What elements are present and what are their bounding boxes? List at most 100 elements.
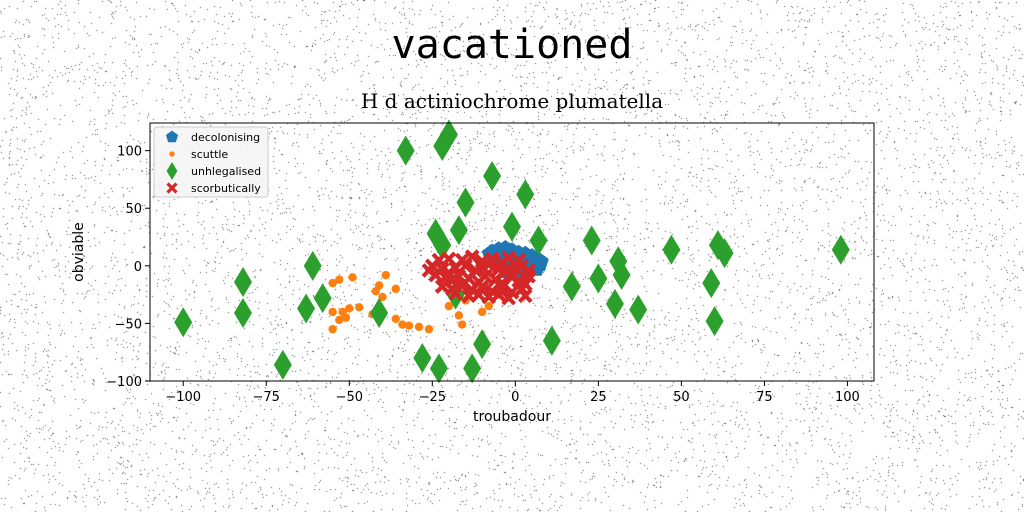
series-unhlegalised xyxy=(174,119,850,384)
point-scuttle-21 xyxy=(444,301,454,311)
series-scuttle xyxy=(328,270,503,334)
point-unhlegalised-17 xyxy=(463,353,482,384)
point-scuttle-18 xyxy=(404,321,414,330)
point-scorbutically-33 xyxy=(501,250,517,266)
point-scuttle-27 xyxy=(484,301,493,311)
point-scorbutically-25 xyxy=(421,263,437,278)
point-unhlegalised-2 xyxy=(233,298,252,329)
y-tick-label-2: 0 xyxy=(134,260,142,275)
point-scuttle-2 xyxy=(348,273,357,282)
point-scorbutically-47 xyxy=(481,289,497,305)
legend-box xyxy=(153,126,269,198)
point-unhlegalised-19 xyxy=(483,160,502,191)
point-unhlegalised-35 xyxy=(715,238,734,269)
point-unhlegalised-21 xyxy=(516,179,535,210)
point-unhlegalised-36 xyxy=(831,234,850,265)
figure-suptitle: vacationed xyxy=(391,22,633,68)
point-unhlegalised-12 xyxy=(439,119,458,150)
point-unhlegalised-6 xyxy=(313,283,332,314)
legend-label-scorbutically: scorbutically xyxy=(191,182,261,195)
x-tick-label-6: 50 xyxy=(673,390,690,405)
legend-marker-decolonising xyxy=(165,130,179,143)
point-scuttle-22 xyxy=(454,311,464,320)
x-tick-label-5: 25 xyxy=(590,390,607,405)
point-unhlegalised-20 xyxy=(503,211,521,242)
point-unhlegalised-8 xyxy=(396,135,415,166)
legend-marker-scorbutically xyxy=(166,182,178,194)
point-scuttle-7 xyxy=(378,292,387,302)
point-unhlegalised-25 xyxy=(582,225,601,256)
chart-title: H d actiniochrome plumatella xyxy=(360,89,664,113)
x-tick-label-7: 75 xyxy=(756,390,773,405)
point-unhlegalised-28 xyxy=(612,260,631,291)
point-scorbutically-50 xyxy=(517,288,533,304)
point-unhlegalised-16 xyxy=(456,187,475,218)
point-unhlegalised-7 xyxy=(370,298,389,329)
y-tick-label-4: 100 xyxy=(117,145,142,160)
point-unhlegalised-18 xyxy=(473,329,492,360)
point-scuttle-14 xyxy=(345,304,354,313)
point-scorbutically-27 xyxy=(441,251,457,267)
point-scuttle-11 xyxy=(341,313,351,322)
point-scorbutically-29 xyxy=(464,249,480,264)
point-unhlegalised-0 xyxy=(174,307,193,338)
point-scorbutically-28 xyxy=(454,252,470,268)
point-scorbutically-51 xyxy=(521,268,536,284)
x-axis-ticks: −100 −75 −50 −25 0 25 50 75 100 xyxy=(165,381,860,405)
point-unhlegalised-31 xyxy=(662,234,681,265)
legend-label-scuttle: scuttle xyxy=(191,148,228,161)
point-unhlegalised-33 xyxy=(705,306,724,337)
point-scuttle-0 xyxy=(335,275,344,284)
point-scuttle-10 xyxy=(328,307,337,317)
point-unhlegalised-26 xyxy=(589,263,608,294)
point-unhlegalised-23 xyxy=(542,325,561,356)
point-scuttle-13 xyxy=(328,324,337,334)
point-scuttle-1 xyxy=(328,278,337,288)
point-unhlegalised-14 xyxy=(433,230,452,261)
point-unhlegalised-10 xyxy=(429,353,448,384)
point-scorbutically-19 xyxy=(478,268,493,284)
y-tick-label-0: −100 xyxy=(106,375,142,390)
point-scorbutically-30 xyxy=(474,253,490,269)
data-points xyxy=(174,119,850,384)
x-tick-label-2: −50 xyxy=(336,390,363,405)
legend-marker-unhlegalised xyxy=(166,162,178,180)
point-scorbutically-34 xyxy=(511,252,526,268)
series-scorbutically xyxy=(421,249,536,306)
point-scorbutically-49 xyxy=(501,290,517,306)
point-scuttle-17 xyxy=(398,320,407,329)
legend-label-decolonising: decolonising xyxy=(191,131,260,144)
point-scorbutically-35 xyxy=(434,279,450,294)
point-scorbutically-16 xyxy=(451,268,467,284)
point-scuttle-20 xyxy=(424,324,434,334)
y-tick-label-3: 50 xyxy=(125,202,142,217)
point-unhlegalised-4 xyxy=(303,250,322,281)
axes-frame xyxy=(149,122,875,382)
point-unhlegalised-15 xyxy=(449,215,468,246)
point-scuttle-6 xyxy=(371,286,381,296)
legend-label-unhlegalised: unhlegalised xyxy=(191,165,261,178)
point-scuttle-16 xyxy=(391,314,400,324)
x-axis-label: troubadour xyxy=(473,409,551,425)
point-unhlegalised-30 xyxy=(629,294,648,325)
point-unhlegalised-5 xyxy=(297,293,316,324)
point-scorbutically-48 xyxy=(491,287,507,302)
point-scorbutically-44 xyxy=(448,286,463,301)
x-tick-label-8: 100 xyxy=(835,390,860,405)
point-unhlegalised-9 xyxy=(413,342,432,373)
point-unhlegalised-32 xyxy=(702,268,721,299)
point-scuttle-12 xyxy=(335,315,344,325)
point-scuttle-4 xyxy=(381,270,390,280)
legend-marker-scuttle xyxy=(169,151,175,157)
legend: decolonising scuttle unhlegalised scorbutic… xyxy=(153,126,269,198)
y-tick-label-1: −50 xyxy=(115,317,142,332)
point-scorbutically-46 xyxy=(471,287,487,302)
point-unhlegalised-22 xyxy=(529,225,548,256)
point-scuttle-25 xyxy=(477,307,487,317)
point-unhlegalised-1 xyxy=(233,266,252,297)
point-unhlegalised-29 xyxy=(605,288,624,319)
x-tick-label-4: 0 xyxy=(511,390,519,405)
point-scuttle-19 xyxy=(414,322,424,332)
point-unhlegalised-3 xyxy=(273,349,292,380)
